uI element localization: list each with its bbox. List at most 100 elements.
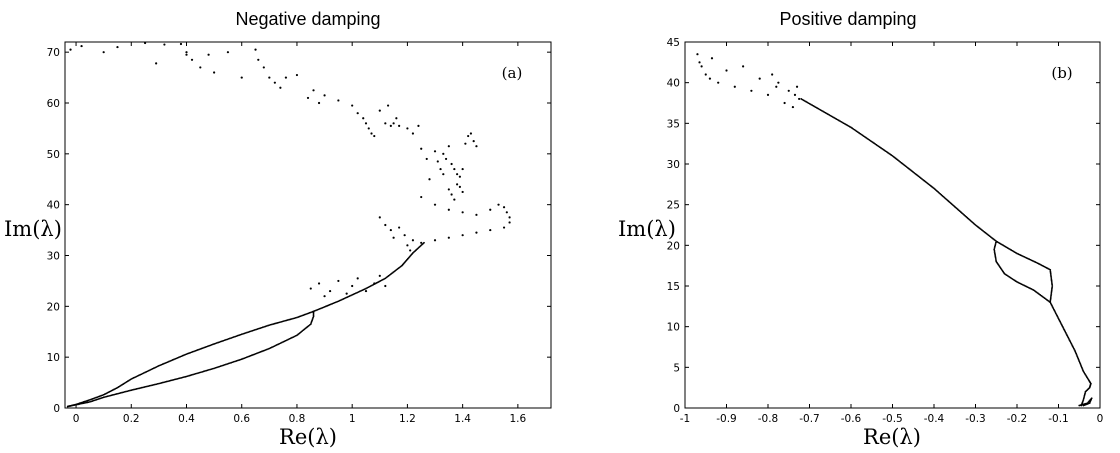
x-tick-label: -0.4: [924, 413, 945, 425]
scatter-point: [69, 48, 72, 51]
scatter-point: [708, 77, 712, 80]
chart-title: Positive damping: [779, 9, 916, 29]
x-tick-label: 0: [73, 413, 80, 425]
scatter-point: [411, 239, 415, 242]
scatter-point: [442, 152, 445, 155]
curve-point: [1050, 290, 1053, 293]
curve-series: [1049, 301, 1092, 407]
scatter-point: [155, 62, 158, 65]
scatter-point: [389, 228, 392, 232]
scatter-point: [450, 193, 453, 196]
y-tick-label: 40: [47, 200, 60, 212]
scatter-point: [386, 104, 390, 107]
curve-point: [993, 248, 996, 251]
y-axis-label: Im(λ): [4, 217, 62, 241]
scatter-point: [461, 167, 464, 171]
y-tick-label: 20: [667, 240, 680, 252]
scatter-point: [185, 53, 188, 56]
scatter-point: [356, 112, 359, 115]
scatter-point: [742, 65, 745, 68]
curve-point: [1050, 275, 1052, 278]
scatter-point: [213, 71, 216, 74]
y-axis-label: Im(λ): [618, 217, 676, 241]
scatter-point: [425, 157, 428, 161]
curve-point: [1049, 272, 1052, 275]
scatter-point: [775, 85, 778, 88]
curve-point: [993, 252, 996, 255]
scatter-point: [384, 223, 387, 227]
x-axis-label: Re(λ): [279, 425, 337, 449]
scatter-point: [472, 140, 475, 143]
scatter-point: [777, 81, 780, 84]
scatter-point: [367, 127, 370, 130]
scatter-point: [406, 244, 409, 247]
scatter-point: [733, 85, 736, 88]
scatter-point: [306, 96, 310, 100]
scatter-point: [268, 76, 271, 79]
scatter-point: [420, 147, 423, 150]
curve-point: [1049, 271, 1052, 274]
scatter-point: [502, 206, 506, 209]
scatter-point: [102, 51, 105, 54]
scatter-point: [428, 178, 431, 181]
scatter-point: [284, 76, 288, 79]
scatter-point: [461, 190, 464, 194]
y-axis-ticks: 0 5 10 15 20 25 30 35 40 45: [667, 37, 1100, 415]
scatter-point: [420, 195, 423, 199]
scatter-point: [450, 162, 453, 166]
scatter-point: [417, 124, 420, 127]
scatter-point: [442, 173, 445, 176]
y-tick-label: 0: [53, 403, 60, 415]
curve-point: [1050, 278, 1053, 281]
scatter-point: [309, 287, 312, 290]
curve-point: [1084, 392, 1087, 394]
y-tick-label: 45: [667, 37, 680, 49]
scatter-point: [444, 157, 448, 161]
scatter-point: [469, 132, 473, 135]
x-tick-label: -0.3: [965, 413, 986, 425]
x-tick-label: 0.6: [233, 413, 250, 425]
curve-point: [994, 255, 997, 258]
y-tick-label: 25: [667, 200, 680, 212]
curve-point: [1051, 285, 1054, 287]
curve-point: [1050, 281, 1053, 283]
plot-frame: [64, 41, 552, 409]
scatter-point: [262, 66, 265, 69]
scatter-point: [279, 86, 282, 89]
curve-point: [994, 243, 997, 245]
scatter-point: [392, 122, 395, 125]
curve-point: [1050, 276, 1053, 279]
panel-label: (a): [502, 64, 523, 82]
curve-series: [66, 310, 315, 408]
scatter-point: [458, 175, 461, 178]
scatter-point: [717, 81, 720, 84]
scatter-point: [190, 58, 194, 61]
scatter-point: [502, 226, 506, 229]
scatter-point: [373, 134, 376, 138]
scatter-point: [453, 198, 456, 201]
y-tick-label: 40: [667, 78, 680, 90]
scatter-point: [337, 279, 340, 283]
plot-frame: [684, 41, 1101, 409]
x-tick-label: 1.6: [510, 413, 527, 425]
scatter-point: [758, 77, 761, 80]
scatter-point: [143, 41, 147, 45]
curve-point: [1050, 291, 1053, 294]
y-tick-label: 30: [47, 251, 60, 263]
scatter-point: [456, 183, 459, 186]
scatter-point: [116, 45, 119, 49]
y-axis-ticks: 0 10 20 30 40 50 60 70: [47, 47, 551, 415]
curve-point: [1050, 279, 1053, 282]
curve-point: [312, 314, 315, 317]
y-tick-label: 15: [667, 281, 680, 293]
scatter-point: [273, 81, 276, 84]
x-tick-label: -0.6: [841, 413, 862, 425]
curve-point: [1083, 394, 1086, 397]
scatter-point: [433, 203, 437, 206]
scatter-point: [710, 57, 714, 60]
curve-point: [312, 315, 315, 318]
x-tick-label: 0: [1097, 413, 1104, 425]
curve-point: [995, 259, 997, 262]
scatter-point: [704, 73, 707, 76]
